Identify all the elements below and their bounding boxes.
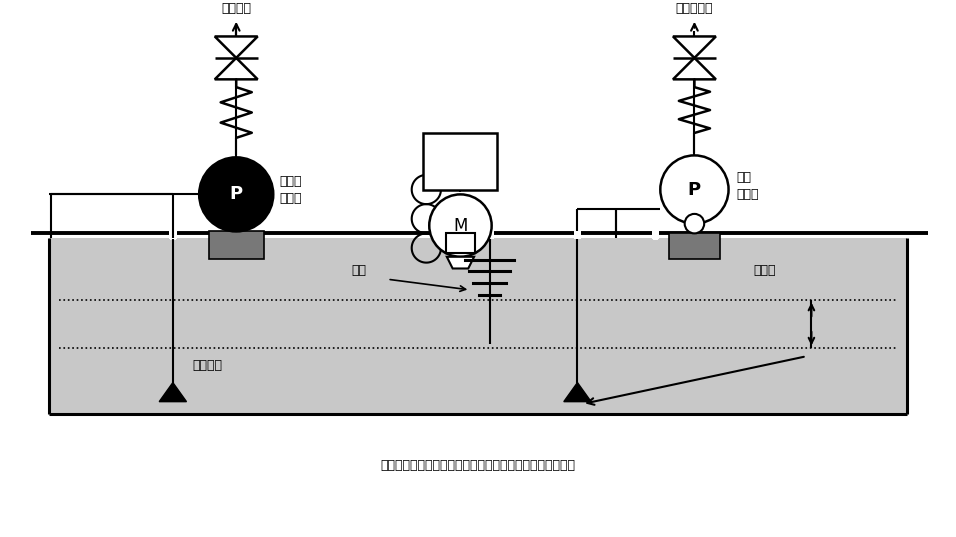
Polygon shape: [160, 382, 186, 402]
Bar: [424, 133, 497, 190]
Polygon shape: [215, 37, 258, 58]
Circle shape: [429, 194, 491, 257]
Polygon shape: [564, 382, 591, 402]
Circle shape: [661, 155, 728, 223]
Bar: [652, 231, 660, 240]
Bar: [574, 231, 581, 240]
Text: フート弁: フート弁: [192, 359, 223, 372]
Text: P: P: [229, 185, 243, 204]
Text: 一般設備へ: 一般設備へ: [676, 2, 713, 15]
Bar: [653, 230, 659, 240]
Bar: [170, 230, 176, 240]
Bar: [169, 231, 177, 240]
Text: 贯水槽: 贯水槽: [753, 264, 775, 277]
Circle shape: [199, 157, 273, 231]
Circle shape: [684, 214, 705, 234]
Bar: [486, 231, 493, 240]
Polygon shape: [215, 58, 258, 79]
Text: M: M: [453, 216, 467, 235]
Text: 消火栓へ: 消火栓へ: [221, 2, 251, 15]
Bar: [669, 234, 720, 259]
Polygon shape: [673, 58, 716, 79]
Bar: [49, 238, 907, 413]
Polygon shape: [673, 37, 716, 58]
Bar: [458, 230, 464, 240]
Text: 電極: 電極: [351, 264, 366, 277]
Bar: [445, 234, 475, 253]
Bar: [209, 231, 264, 259]
Text: 他の
ポンプ: 他の ポンプ: [736, 171, 759, 201]
Text: P: P: [688, 180, 701, 199]
Polygon shape: [446, 257, 474, 268]
Text: 消火栓
ポンプ: 消火栓 ポンプ: [279, 176, 301, 206]
Text: 落差（この部分の水量（落差水量）を有効水量とする。）: 落差（この部分の水量（落差水量）を有効水量とする。）: [380, 459, 576, 472]
